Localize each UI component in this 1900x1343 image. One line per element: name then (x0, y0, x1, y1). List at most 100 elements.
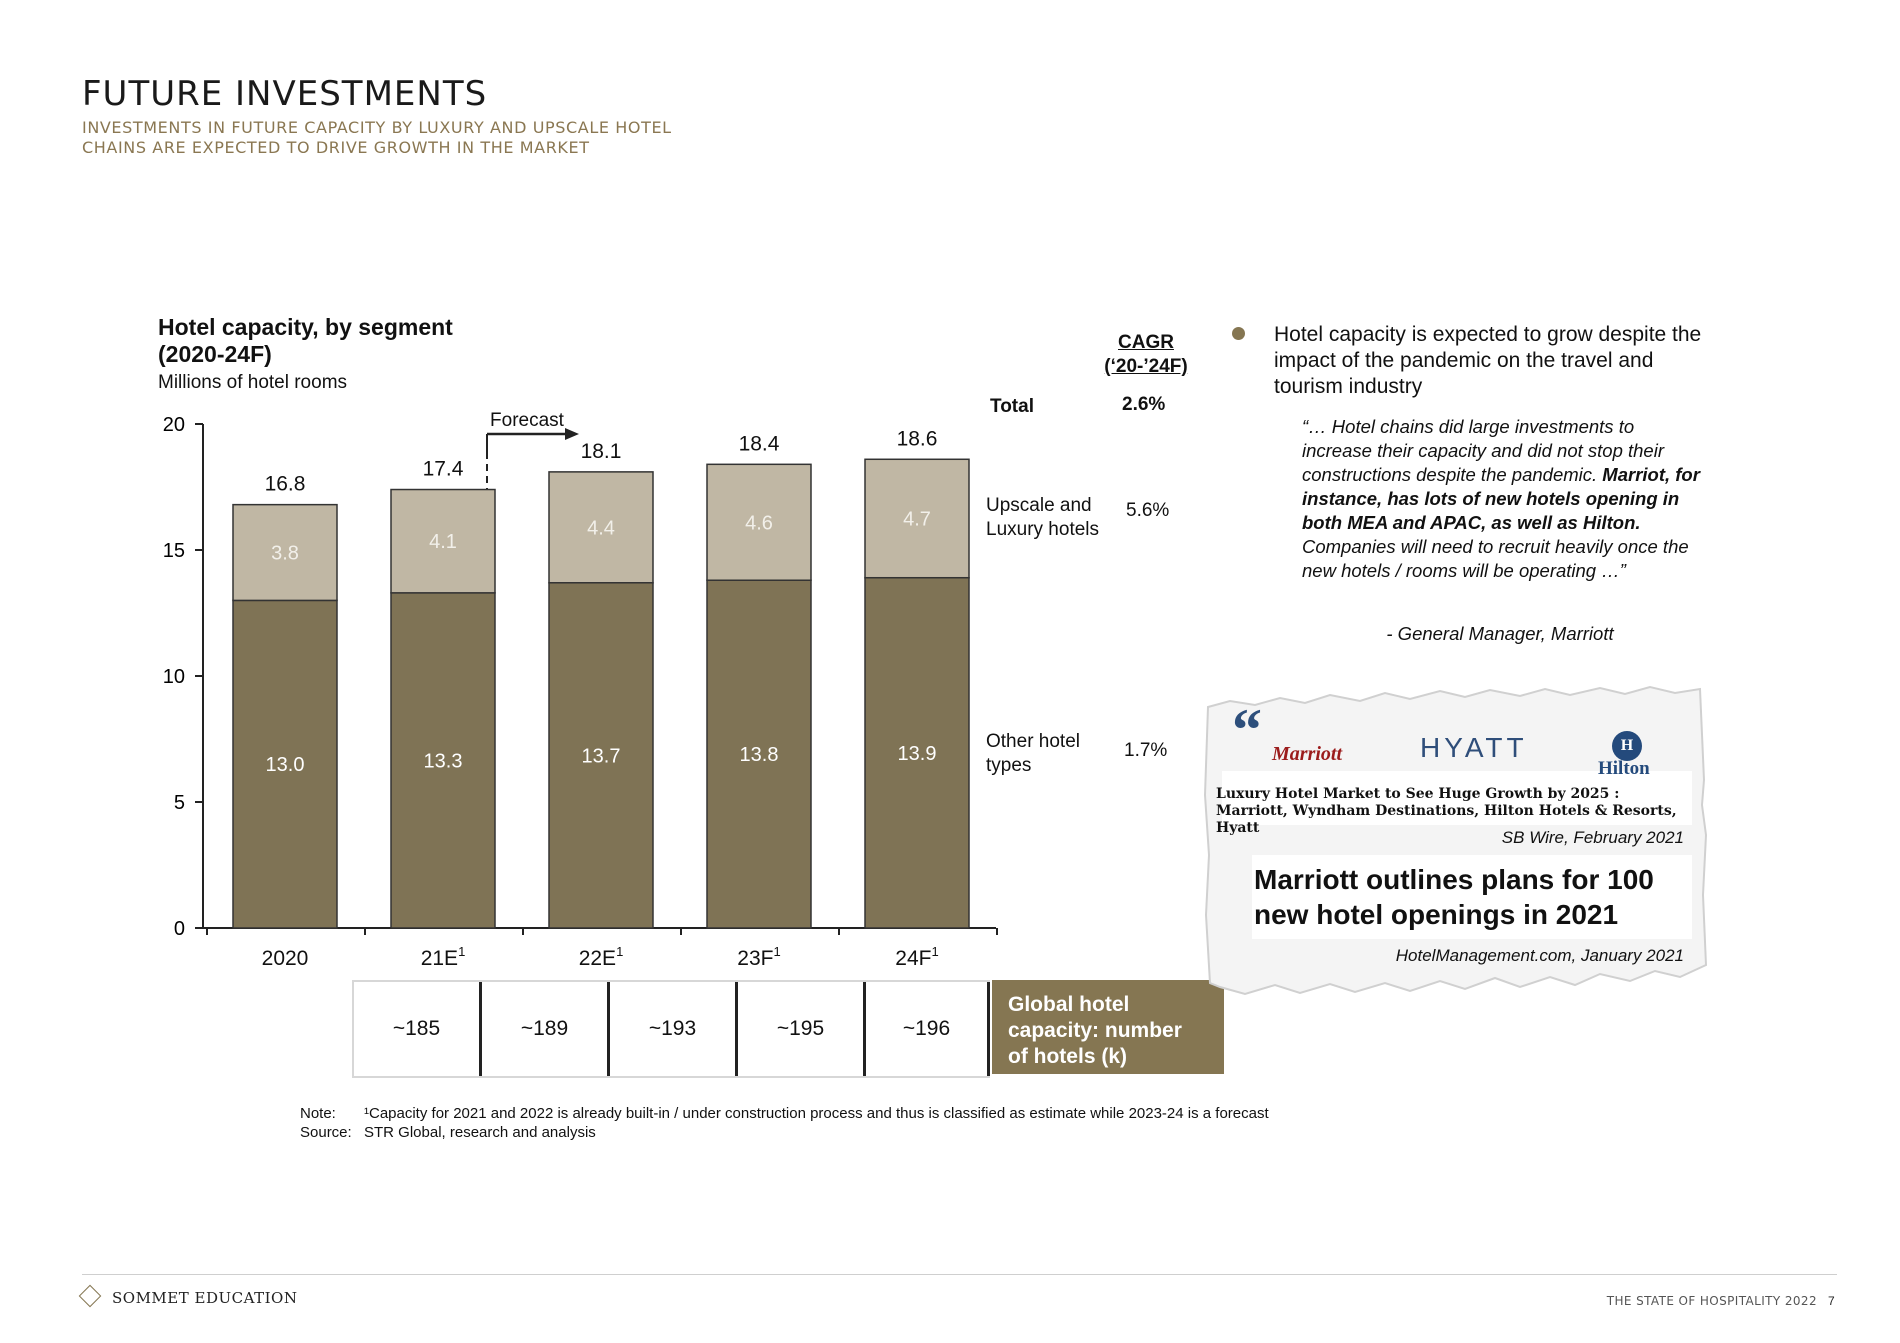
quote-part-1: “… Hotel chains did large investments to… (1302, 416, 1664, 485)
marriott-logo: Marriott (1272, 743, 1343, 765)
sommet-logo-icon (78, 1284, 102, 1308)
bar-value-label: 13.0 (266, 754, 305, 776)
bar-value-label: 13.7 (582, 745, 621, 767)
bar-segment-upscale (232, 503, 338, 602)
footnote-marker: 1 (458, 944, 465, 959)
page-subtitle-line-1: INVESTMENTS IN FUTURE CAPACITY BY LUXURY… (82, 118, 672, 137)
hyatt-logo: HYATT (1420, 732, 1528, 763)
bar-value-label: 4.1 (429, 531, 457, 553)
cagr-total-value: 2.6% (1122, 394, 1166, 415)
bar-segment-other (548, 582, 654, 929)
hotel-count-label: Global hotel capacity: number of hotels … (992, 980, 1224, 1074)
y-tick-label: 0 (174, 918, 185, 940)
cagr-header-line-1: CAGR (1118, 332, 1174, 353)
footer-divider (82, 1274, 1837, 1275)
clipping-source-1: SB Wire, February 2021 (1501, 828, 1684, 847)
page-subtitle: INVESTMENTS IN FUTURE CAPACITY BY LUXURY… (82, 118, 702, 158)
y-tick-label: 20 (163, 414, 185, 436)
segment-label-upscale: Upscale and Luxury hotels (986, 494, 1099, 542)
hotel-count-label-line-1: Global hotel (1008, 993, 1130, 1016)
chart-labels: 13.0 3.8 16.8 2020 13.3 4.1 17.4 21E1 13.7 4.4 18.… (262, 410, 939, 970)
y-tick-label: 10 (163, 666, 185, 688)
quote-bold: Marriot, for instance, has lots of new h… (1302, 464, 1700, 533)
bar-total-label: 18.4 (739, 432, 780, 455)
bar-total-label: 16.8 (265, 473, 306, 496)
note-text: ¹Capacity for 2021 and 2022 is already b… (364, 1105, 1269, 1122)
cagr-upscale-value: 5.6% (1126, 500, 1170, 521)
bar-total-label: 18.1 (581, 440, 622, 463)
quote-attribution: - General Manager, Marriott (1386, 623, 1614, 644)
bar-value-label: 13.8 (740, 744, 779, 766)
bullet-dot (1232, 327, 1245, 340)
bar-value-label: 13.3 (424, 750, 463, 772)
page-subtitle-line-2: CHAINS ARE EXPECTED TO DRIVE GROWTH IN T… (82, 138, 590, 157)
source-row: Source: STR Global, research and analysis (300, 1123, 1269, 1142)
bar-segment-other (706, 579, 812, 929)
hotel-count-label-line-3: of hotels (k) (1008, 1045, 1127, 1068)
y-tick-label: 5 (174, 792, 185, 814)
bar-value-label: 13.9 (898, 743, 937, 765)
footer-report-name: THE STATE OF HOSPITALITY 2022 (1606, 1294, 1817, 1308)
x-tick-label: 23F1 (737, 944, 780, 970)
segment-label-upscale-line-2: Luxury hotels (986, 519, 1100, 540)
cagr-header: CAGR (‘20-’24F) (1100, 331, 1192, 379)
chart-notes: Note: ¹Capacity for 2021 and 2022 is alre… (300, 1104, 1269, 1142)
clipping-headline-box-2 (1252, 855, 1692, 939)
hilton-logo-mark: H (1612, 731, 1642, 761)
bar-segment-upscale (390, 488, 496, 594)
footnote-marker: 1 (931, 944, 938, 959)
commentary-bullet: Hotel capacity is expected to grow despi… (1274, 323, 1702, 398)
hotel-count-cell: ~185 (354, 982, 482, 1076)
bar-total-label: 18.6 (897, 427, 938, 450)
source-label: Source: (300, 1124, 352, 1141)
segment-label-upscale-line-1: Upscale and (986, 495, 1092, 516)
bar-segment-upscale (548, 471, 654, 584)
cagr-other-value: 1.7% (1124, 740, 1168, 761)
bar-value-label: 4.4 (587, 517, 615, 539)
news-clipping-paper (1203, 685, 1708, 996)
hotel-count-cell: ~193 (610, 982, 738, 1076)
bar-value-label: 3.8 (271, 543, 299, 565)
forecast-label: Forecast (490, 410, 565, 431)
chart-bars (232, 458, 970, 929)
bar-segment-upscale (864, 458, 970, 579)
bar-value-label: 4.7 (903, 509, 931, 531)
bar-total-label: 17.4 (423, 458, 464, 481)
chart-title: Hotel capacity, by segment (2020-24F) (158, 314, 453, 368)
chart-title-line-2: (2020-24F) (158, 341, 272, 367)
page-title: FUTURE INVESTMENTS (82, 74, 488, 114)
segment-label-other-line-2: types (986, 755, 1032, 776)
hotel-count-table: ~185 ~189 ~193 ~195 ~196 (352, 980, 990, 1078)
segment-label-other: Other hotel types (986, 730, 1080, 778)
hotel-count-cell: ~195 (738, 982, 866, 1076)
x-tick-label: 24F1 (895, 944, 938, 970)
x-tick-label: 21E1 (421, 944, 466, 970)
bar-segment-other (232, 599, 338, 929)
clipping-headline-box (1222, 771, 1692, 825)
clipping-headline-2: Marriott outlines plans for 100 new hote… (1254, 864, 1654, 930)
manager-quote: “… Hotel chains did large investments to… (1302, 415, 1702, 583)
clipping-headline-1: Luxury Hotel Market to See Huge Growth b… (1216, 786, 1677, 836)
quote-part-2: Companies will need to recruit heavily o… (1302, 536, 1689, 581)
note-row: Note: ¹Capacity for 2021 and 2022 is alre… (300, 1104, 1269, 1123)
footer-brand: SOMMET EDUCATION (112, 1289, 298, 1307)
bar-segment-other (390, 592, 496, 929)
chart-y-axis-label: Millions of hotel rooms (158, 372, 348, 393)
segment-label-other-line-1: Other hotel (986, 731, 1080, 752)
bar-segment-upscale (706, 463, 812, 581)
note-label: Note: (300, 1105, 336, 1122)
source-text: STR Global, research and analysis (364, 1124, 596, 1141)
hotel-count-cell: ~189 (482, 982, 610, 1076)
bar-value-label: 4.6 (745, 512, 773, 534)
hotel-count-label-line-2: capacity: number (1008, 1019, 1182, 1042)
cagr-total-label: Total (990, 396, 1034, 417)
quote-mark-icon: “ (1232, 697, 1262, 763)
x-tick-label: 22E1 (579, 944, 624, 970)
footnote-marker: 1 (773, 944, 780, 959)
x-tick-label: 2020 (262, 947, 309, 970)
hilton-logo: Hilton (1598, 758, 1650, 779)
clipping-source-2: HotelManagement.com, January 2021 (1395, 946, 1684, 965)
footnote-marker: 1 (616, 944, 623, 959)
y-tick-label: 15 (163, 540, 185, 562)
